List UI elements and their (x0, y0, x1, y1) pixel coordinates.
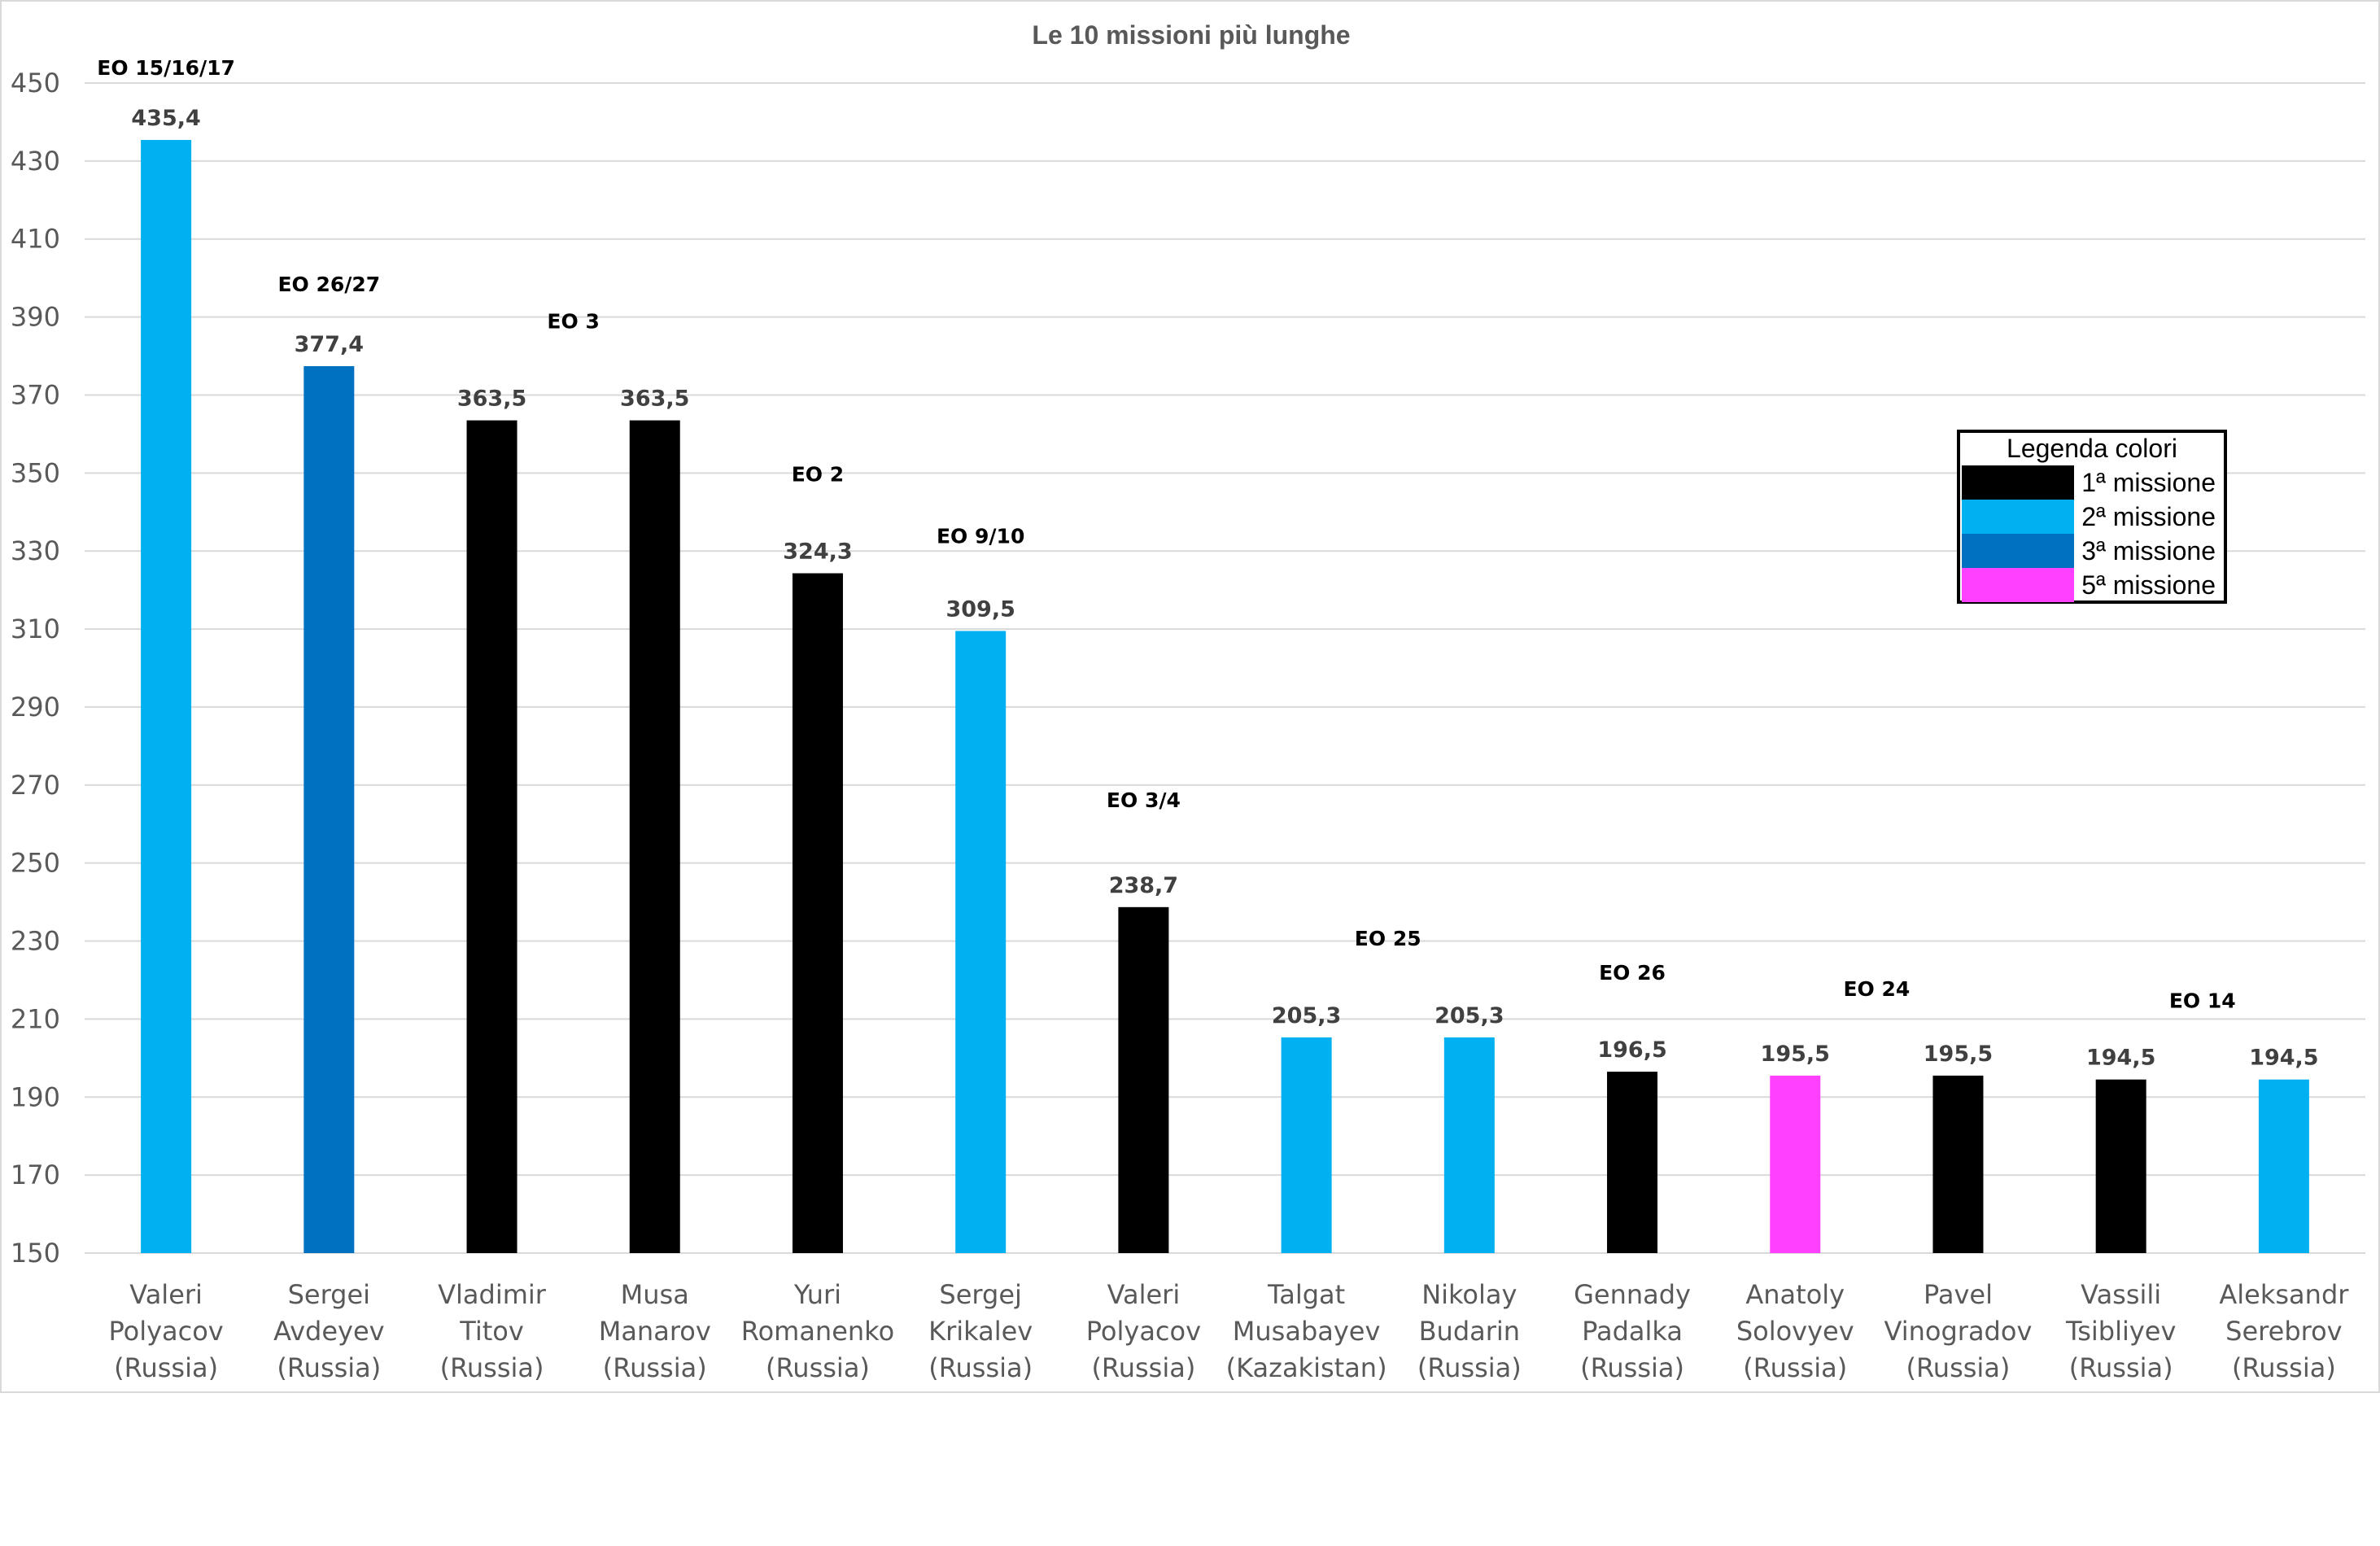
y-tick-label: 270 (11, 770, 60, 801)
x-tick-label: Musa Manarov (Russia) (599, 1279, 711, 1383)
y-tick-label: 390 (11, 302, 60, 333)
data-label: 435,4 (131, 106, 200, 131)
legend-entry-label: 2ª missione (2081, 502, 2216, 531)
x-tick-label: Vladimir Titov (Russia) (438, 1279, 547, 1383)
data-label: 377,4 (295, 332, 364, 357)
legend-title: Legenda colori (2007, 434, 2177, 463)
y-tick-label: 170 (11, 1160, 60, 1190)
chart-title: Le 10 missioni più lunghe (1032, 20, 1350, 50)
data-label: 195,5 (1924, 1042, 1993, 1067)
x-tick-label: Valeri Polyacov (Russia) (108, 1279, 223, 1383)
mission-label: EO 14 (2169, 989, 2236, 1013)
data-label: 194,5 (2249, 1046, 2318, 1071)
bar (2095, 1079, 2146, 1253)
bar (141, 139, 192, 1253)
x-tick-label: Nikolay Budarin (Russia) (1417, 1279, 1522, 1383)
x-tick-label: Yuri Romanenko (Russia) (741, 1279, 894, 1383)
legend-swatch (1962, 568, 2074, 602)
x-tick-label: Talgat Musabayev (Kazakistan) (1226, 1279, 1387, 1383)
data-label: 194,5 (2086, 1046, 2155, 1071)
y-tick-label: 250 (11, 848, 60, 879)
mission-label: EO 15/16/17 (97, 56, 235, 80)
bar (792, 573, 843, 1253)
x-tick-label: Vassili Tsibliyev (Russia) (2065, 1279, 2176, 1383)
bar (2258, 1079, 2309, 1253)
y-tick-label: 210 (11, 1003, 60, 1034)
bar (466, 420, 517, 1253)
legend-entry-label: 5ª missione (2081, 570, 2216, 600)
mission-label: EO 26/27 (277, 273, 380, 296)
x-tick-label: Anatoly Solovyev (Russia) (1736, 1279, 1854, 1383)
x-axis: Valeri Polyacov (Russia) Sergei Avdeyev (Russ… (108, 1279, 2349, 1383)
x-tick-label: Gennady Padalka (Russia) (1574, 1279, 1691, 1383)
y-tick-label: 450 (11, 68, 60, 98)
chart-area: Le 10 missioni più lunghe 150 170 190 210 23… (0, 0, 2380, 1393)
data-label: 238,7 (1109, 873, 1178, 898)
data-label: 363,5 (620, 386, 689, 412)
legend-swatch (1962, 534, 2074, 568)
bar (1118, 906, 1169, 1253)
y-tick-label: 310 (11, 614, 60, 644)
data-labels: 435,4 377,4 363,5 363,5 324,3 309,5 238,7 205,3… (131, 106, 2318, 1071)
bar (1281, 1037, 1332, 1253)
y-tick-label: 290 (11, 692, 60, 723)
y-tick-label: 430 (11, 146, 60, 177)
x-tick-label: Sergei Avdeyev (Russia) (273, 1279, 385, 1383)
mission-label: EO 25 (1355, 927, 1421, 950)
bar (1932, 1075, 1984, 1253)
bar-chart: Le 10 missioni più lunghe 150 170 190 210 23… (11, 20, 2365, 1383)
x-tick-label: Aleksandr Serebrov (Russia) (2219, 1279, 2349, 1383)
mission-label: EO 3 (547, 310, 599, 334)
bar (955, 631, 1007, 1253)
legend: Legenda colori 1ª missione 2ª missione 3ª m… (1957, 430, 2227, 604)
data-label: 309,5 (945, 596, 1015, 622)
bar (629, 420, 680, 1253)
y-axis: 150 170 190 210 230 250 270 290 310 330 350 370 390 4… (11, 68, 60, 1269)
y-tick-label: 370 (11, 379, 60, 410)
mission-label: EO 26 (1599, 961, 1666, 985)
y-tick-label: 330 (11, 535, 60, 566)
data-label: 205,3 (1272, 1003, 1341, 1028)
mission-label: EO 9/10 (937, 524, 1024, 548)
x-tick-label: Pavel Vinogradov (Russia) (1884, 1279, 2033, 1383)
y-tick-label: 230 (11, 926, 60, 957)
legend-swatch (1962, 500, 2074, 534)
data-label: 363,5 (457, 386, 526, 412)
grid-layer (85, 82, 2365, 1254)
mission-label: EO 24 (1843, 977, 1910, 1001)
data-label: 195,5 (1761, 1042, 1830, 1067)
bar (304, 365, 355, 1254)
y-tick-label: 190 (11, 1081, 60, 1112)
bar (1443, 1037, 1495, 1253)
legend-entry-label: 3ª missione (2081, 536, 2216, 566)
mission-label: EO 2 (792, 463, 844, 487)
mission-label: EO 3/4 (1107, 788, 1181, 812)
x-tick-label: Valeri Polyacov (Russia) (1086, 1279, 1201, 1383)
y-tick-label: 150 (11, 1238, 60, 1269)
legend-entry-label: 1ª missione (2081, 468, 2216, 497)
data-label: 324,3 (783, 539, 852, 565)
y-tick-label: 350 (11, 457, 60, 488)
data-label: 205,3 (1435, 1003, 1504, 1028)
legend-swatch (1962, 465, 2074, 500)
y-tick-label: 410 (11, 224, 60, 255)
bar (1770, 1075, 1821, 1253)
bars (141, 139, 2309, 1254)
x-tick-label: Sergej Krikalev (Russia) (928, 1279, 1033, 1383)
mission-labels: EO 15/16/17 EO 26/27 EO 3 EO 2 EO 9/10 EO 3/4… (97, 56, 2235, 1013)
data-label: 196,5 (1597, 1037, 1666, 1063)
bar (1607, 1072, 1658, 1253)
